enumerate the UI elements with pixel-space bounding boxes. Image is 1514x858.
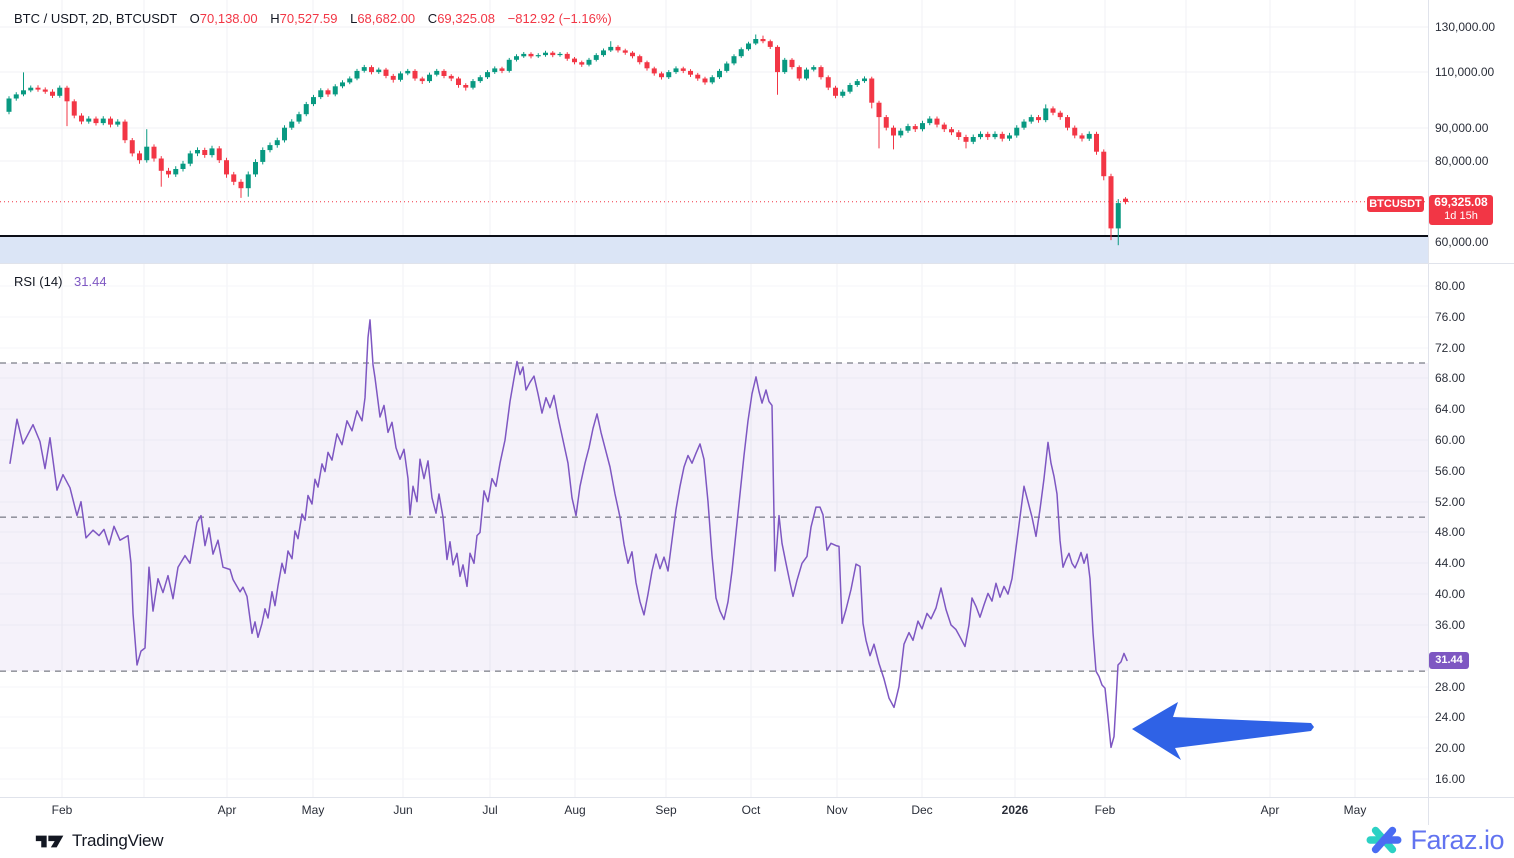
rsi-axis-label: 24.00 xyxy=(1435,710,1466,724)
rsi-axis-label: 64.00 xyxy=(1435,402,1466,416)
price-axis-border xyxy=(1428,0,1429,825)
rsi-axis-label: 44.00 xyxy=(1435,556,1466,570)
time-axis-label: Sep xyxy=(655,803,677,817)
rsi-axis-label: 36.00 xyxy=(1435,618,1466,632)
time-axis-label: Feb xyxy=(1094,803,1116,817)
last-price-badge: 69,325.08 1d 15h xyxy=(1429,195,1493,225)
rsi-axis-label: 40.00 xyxy=(1435,587,1466,601)
tradingview-wordmark: TradingView xyxy=(72,831,164,850)
price-axis-label: 80,000.00 xyxy=(1435,154,1489,168)
time-axis-label: Jun xyxy=(393,803,413,817)
rsi-grid xyxy=(0,263,1428,797)
symbol-legend[interactable]: BTC / USDT, 2D, BTCUSDT O70,138.00 H70,5… xyxy=(14,11,612,26)
rsi-axis-label: 60.00 xyxy=(1435,433,1466,447)
rsi-axis-label: 48.00 xyxy=(1435,525,1466,539)
symbol-title: BTC / USDT, 2D, BTCUSDT xyxy=(14,11,178,26)
high-label: H xyxy=(270,11,280,26)
price-axis-label: 90,000.00 xyxy=(1435,121,1489,135)
high-value: 70,527.59 xyxy=(279,11,338,26)
time-axis[interactable]: Feb Apr May Jun Jul Aug Sep Oct Nov Dec 2026 Feb Apr… xyxy=(0,797,1514,825)
price-axis-label: 110,000.00 xyxy=(1435,65,1495,79)
time-axis-label: Dec xyxy=(911,803,933,817)
rsi-axis-label: 52.00 xyxy=(1435,495,1466,509)
rsi-legend[interactable]: RSI (14) 31.44 xyxy=(14,274,107,289)
low-label: L xyxy=(350,11,358,26)
price-scale-axis[interactable]: 130,000.00 110,000.00 90,000.00 80,000.00 60… xyxy=(1429,0,1514,825)
close-label: C xyxy=(427,11,438,26)
time-axis-label: Apr xyxy=(1260,803,1280,817)
time-axis-label: Nov xyxy=(826,803,848,817)
price-axis-label: 130,000.00 xyxy=(1435,20,1496,34)
tradingview-logo[interactable]: TradingView xyxy=(35,831,164,851)
rsi-axis-label: 28.00 xyxy=(1435,680,1466,694)
time-axis-label: 2026 xyxy=(1001,803,1029,817)
time-axis-label: Apr xyxy=(217,803,237,817)
time-axis-label: Aug xyxy=(564,803,586,817)
time-axis-divider xyxy=(0,797,1514,798)
arrow-annotation xyxy=(1132,702,1314,760)
btcusdt-price-line-label: BTCUSDT xyxy=(1367,196,1424,212)
rsi-axis-label: 76.00 xyxy=(1435,310,1466,324)
rsi-line xyxy=(9,319,1128,749)
rsi-axis-label: 80.00 xyxy=(1435,279,1466,293)
pane-divider[interactable] xyxy=(0,263,1514,264)
rsi-value-badge: 31.44 xyxy=(1429,652,1469,669)
price-pane[interactable] xyxy=(0,0,1428,263)
brand-asterisk-icon xyxy=(1366,826,1402,854)
rsi-axis-label: 56.00 xyxy=(1435,464,1466,478)
close-value: 69,325.08 xyxy=(437,11,496,26)
rsi-axis-label: 72.00 xyxy=(1435,341,1466,355)
change-value: −812.92 (−1.16%) xyxy=(507,11,612,26)
candles xyxy=(6,34,1128,246)
rsi-axis-label: 68.00 xyxy=(1435,371,1466,385)
rsi-band xyxy=(0,362,1428,672)
rsi-axis-label: 20.00 xyxy=(1435,741,1466,755)
brand-logo[interactable]: Faraz.io xyxy=(1366,820,1504,858)
rsi-axis-label: 16.00 xyxy=(1435,772,1466,786)
price-pane-svg xyxy=(0,0,1428,263)
open-value: 70,138.00 xyxy=(199,11,258,26)
candle-countdown: 1d 15h xyxy=(1444,210,1478,222)
time-axis-label: Oct xyxy=(741,803,761,817)
price-grid xyxy=(0,0,1428,263)
support-zone xyxy=(0,235,1428,263)
price-axis-label: 60,000.00 xyxy=(1435,235,1489,249)
time-axis-label: May xyxy=(301,803,325,817)
open-label: O xyxy=(189,11,200,26)
footer-bar: TradingView Faraz.io xyxy=(0,825,1514,858)
rsi-title: RSI (14) xyxy=(14,274,63,289)
time-axis-label: May xyxy=(1343,803,1367,817)
rsi-pane[interactable] xyxy=(0,263,1428,797)
last-price-value: 69,325.08 xyxy=(1434,195,1488,209)
low-value: 68,682.00 xyxy=(357,11,416,26)
brand-wordmark: Faraz.io xyxy=(1410,824,1504,855)
rsi-current-value: 31.44 xyxy=(74,274,107,289)
time-axis-label: Jul xyxy=(482,803,498,817)
time-axis-label: Feb xyxy=(51,803,73,817)
rsi-pane-svg xyxy=(0,263,1428,797)
tradingview-mark-icon xyxy=(35,835,64,847)
